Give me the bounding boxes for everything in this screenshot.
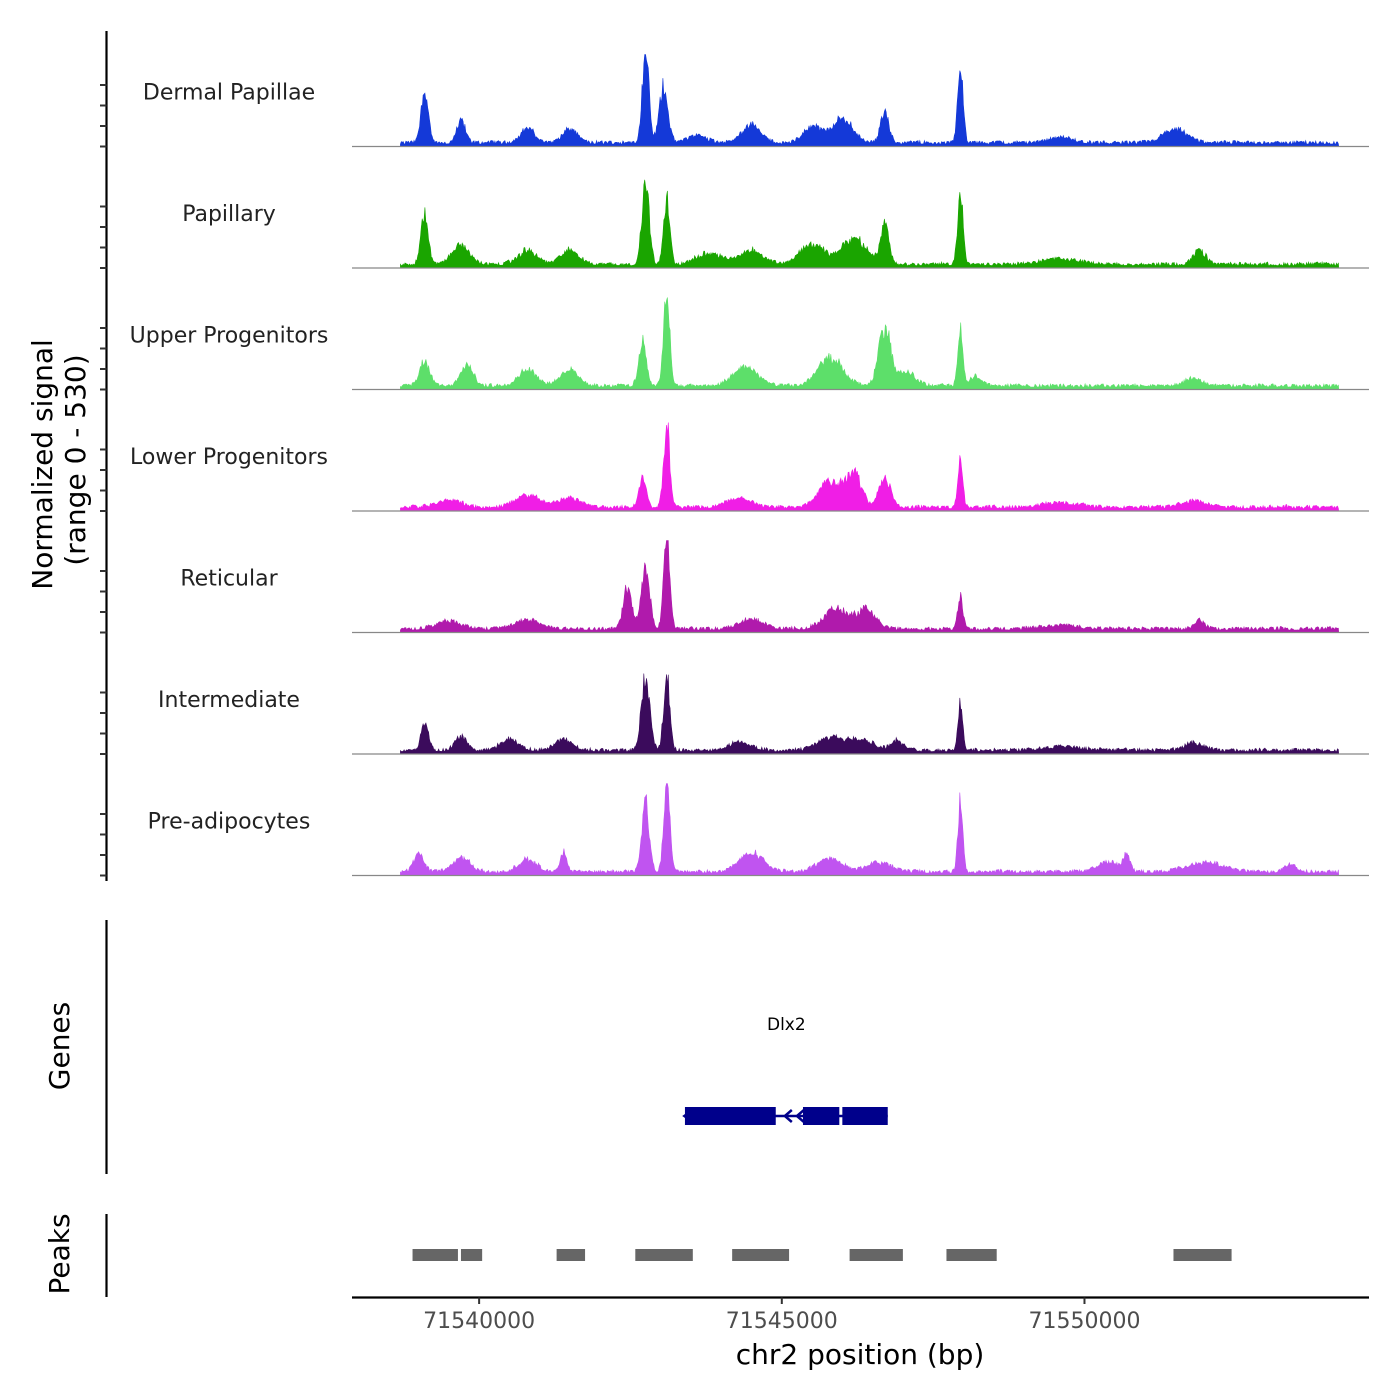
track-upper-progenitors: Upper Progenitors (130, 297, 1369, 391)
signal-tracks: Dermal Papillae Papillary Upper Progenitor… (130, 54, 1369, 877)
gene-label: Dlx2 (767, 1015, 806, 1035)
signal-area (400, 673, 1340, 755)
x-axis-title: chr2 position (bp) (736, 1338, 985, 1371)
y-axis-title-line-1: Normalized signal (26, 339, 59, 590)
signal-area (400, 297, 1340, 390)
track-label: Intermediate (158, 688, 300, 713)
peak-region (412, 1249, 458, 1261)
track-papillary: Papillary (182, 179, 1369, 269)
strand-arrow-icon (795, 1109, 805, 1123)
gene-exon (802, 1107, 840, 1125)
gene-exon (842, 1107, 888, 1125)
peak-region (732, 1249, 790, 1261)
y-axis-title: Normalized signal (range 0 - 530) (26, 330, 92, 589)
peak-region (1173, 1249, 1232, 1261)
strand-arrow-icon (782, 1109, 793, 1123)
signal-area (400, 179, 1340, 269)
track-label: Dermal Papillae (143, 81, 315, 106)
track-label: Papillary (182, 202, 276, 227)
track-pre-adipocytes: Pre-adipocytes (148, 783, 1369, 877)
signal-area (400, 783, 1340, 876)
signal-area (400, 422, 1340, 512)
strand-arrow-icon (682, 1110, 692, 1122)
signal-area (400, 540, 1340, 633)
signal-area (400, 54, 1340, 147)
x-tick-label: 71545000 (726, 1309, 838, 1334)
peak-region (556, 1249, 586, 1261)
track-lower-progenitors: Lower Progenitors (130, 422, 1369, 512)
gene-dlx2: Dlx2 (682, 1015, 888, 1125)
peak-track (105, 1214, 1232, 1297)
gene-track: Dlx2 (105, 920, 888, 1174)
x-axis: 71540000 71545000 71550000 (352, 1296, 1369, 1334)
track-dermal-papillae: Dermal Papillae (143, 54, 1369, 148)
x-tick-label: 71550000 (1028, 1309, 1140, 1334)
track-reticular: Reticular (180, 540, 1369, 634)
gene-exon (684, 1107, 776, 1125)
x-tick-label: 71540000 (423, 1309, 535, 1334)
genes-track-title: Genes (43, 1002, 76, 1090)
peak-region (635, 1249, 693, 1261)
peak-region (946, 1249, 997, 1261)
signal-y-axis (100, 31, 108, 881)
peaks-track-title: Peaks (43, 1213, 76, 1294)
track-label: Lower Progenitors (130, 445, 328, 470)
peak-region (849, 1249, 903, 1261)
track-label: Reticular (180, 567, 278, 592)
peak-region (460, 1249, 483, 1261)
y-axis-title-line-2: (range 0 - 530) (59, 354, 92, 565)
track-label: Pre-adipocytes (148, 810, 311, 835)
track-intermediate: Intermediate (158, 673, 1369, 755)
track-label: Upper Progenitors (130, 324, 329, 349)
